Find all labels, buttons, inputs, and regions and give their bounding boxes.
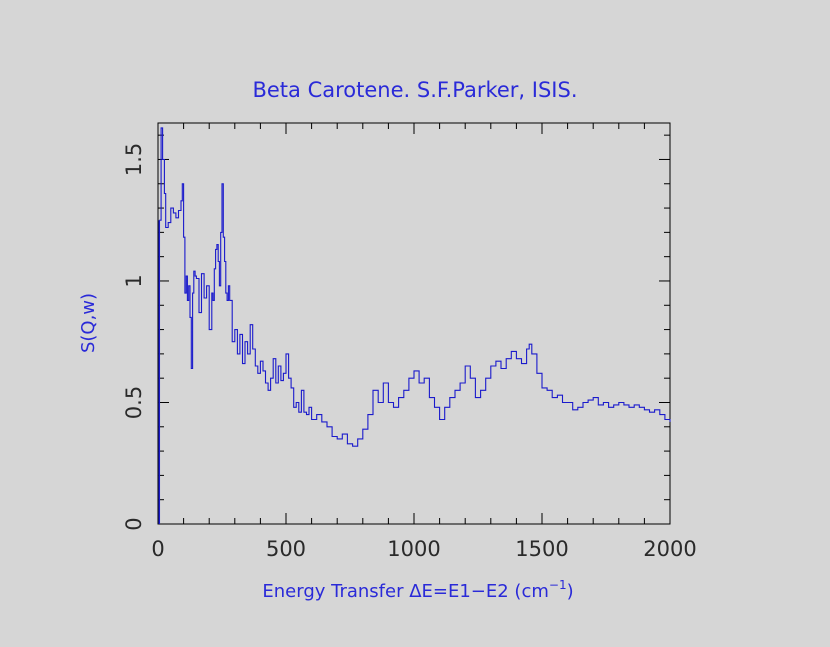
series-layer xyxy=(158,127,671,524)
x-axis-label-end: ) xyxy=(567,581,574,602)
plot-border xyxy=(157,122,671,525)
x-axis-tick-labels: 0 500 1000 1500 2000 xyxy=(151,537,696,561)
y-axis-label: S(Q,w) xyxy=(78,293,99,353)
chart-title: Beta Carotene. S.F.Parker, ISIS. xyxy=(252,78,577,102)
y-tick-label: 0.5 xyxy=(122,386,146,419)
y-tick-label: 1 xyxy=(122,274,146,287)
y-axis-tick-labels: 0 0.5 1 1.5 xyxy=(122,143,146,531)
x-axis-label-main: Energy Transfer ΔE=E1−E2 (cm xyxy=(262,581,549,602)
x-tick-label: 500 xyxy=(266,537,306,561)
plot-frame xyxy=(157,122,671,525)
x-axis-ticks xyxy=(157,123,671,524)
series-line xyxy=(159,127,671,447)
y-tick-label: 0 xyxy=(122,517,146,530)
x-axis-label-superscript: −1 xyxy=(549,578,567,592)
x-tick-label: 1500 xyxy=(515,537,568,561)
x-axis-label: Energy Transfer ΔE=E1−E2 (cm−1) xyxy=(262,578,573,602)
x-tick-label: 1000 xyxy=(387,537,440,561)
x-tick-label: 0 xyxy=(151,537,164,561)
x-tick-label: 2000 xyxy=(643,537,696,561)
y-tick-label: 1.5 xyxy=(122,143,146,176)
